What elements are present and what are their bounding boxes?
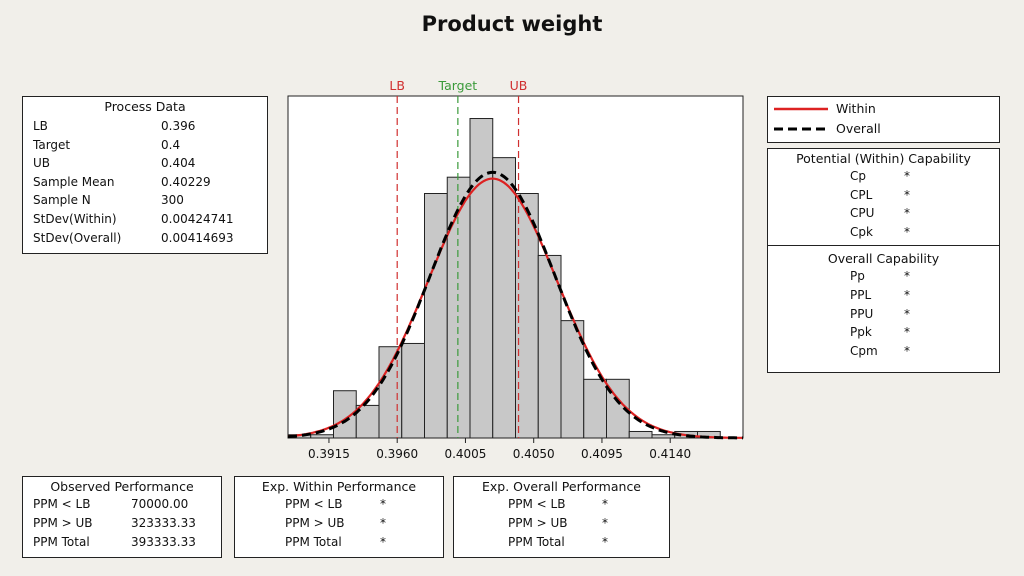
overall-capability-row-label: Pp — [850, 269, 865, 283]
overall-capability-row-label: Cpm — [850, 344, 878, 359]
overall-capability-row-label: PPU — [850, 306, 874, 321]
capability-box: Potential (Within) Capability Cp * CPL * CPU… — [767, 148, 1000, 373]
process-data-row-value: 0.00414693 — [161, 230, 234, 245]
exp-overall-performance-row-value: * — [602, 535, 608, 549]
chart-title: Product weight — [421, 12, 603, 36]
observed-performance-row-value: 323333.33 — [131, 516, 196, 530]
observed-performance-row-value: 70000.00 — [131, 497, 189, 511]
histogram-bar — [606, 378, 630, 439]
within-capability-row-value: * — [904, 206, 910, 220]
within-capability-header: Potential (Within) Capability — [796, 151, 971, 166]
process-data-row-label: Sample N — [33, 193, 91, 208]
within-capability-row-label: Cpk — [850, 224, 873, 239]
overall-capability-row-value: * — [904, 344, 910, 359]
histogram-bar — [697, 430, 721, 439]
ref-label-lb: LB — [389, 78, 405, 93]
exp-within-performance-header: Exp. Within Performance — [261, 479, 417, 494]
exp-overall-performance-row-label: PPM Total — [508, 535, 565, 549]
within-capability-row-value: * — [904, 224, 910, 239]
x-tick-label: 0.4050 — [513, 447, 555, 461]
histogram-bar — [355, 404, 380, 439]
within-capability-row-value: * — [904, 169, 910, 183]
process-data-header: Process Data — [104, 99, 186, 114]
histogram-bar — [446, 176, 471, 439]
process-data-row-value: 0.00424741 — [161, 212, 234, 226]
exp-within-performance-row-value: * — [380, 497, 386, 511]
legend-overall-label: Overall — [836, 121, 881, 136]
observed-performance-row-label: PPM < LB — [33, 497, 91, 511]
process-data-row-label: StDev(Within) — [33, 212, 117, 226]
legend-swatches — [774, 107, 828, 131]
exp-within-performance-row-label: PPM > UB — [285, 516, 345, 530]
histogram-bar — [401, 342, 425, 439]
histogram-bar — [674, 430, 698, 439]
plot-area — [287, 95, 744, 439]
curve-within — [287, 177, 744, 439]
overall-capability-row-value: * — [904, 325, 910, 340]
process-data-row-value: 0.40229 — [161, 174, 211, 189]
observed-performance-header: Observed Performance — [50, 479, 194, 494]
exp-within-performance-row-label: PPM < LB — [285, 497, 343, 511]
within-capability-row-label: CPL — [850, 187, 873, 202]
exp-overall-performance-row-label: PPM > UB — [508, 516, 568, 530]
histogram-bar — [333, 390, 357, 439]
exp-within-performance-row-value: * — [380, 535, 386, 549]
exp-within-performance-row-value: * — [380, 516, 386, 530]
x-tick-label: 0.3960 — [376, 447, 418, 461]
within-capability-row-label: CPU — [850, 206, 875, 220]
observed-performance-row-label: PPM Total — [33, 535, 90, 549]
exp-overall-performance-header: Exp. Overall Performance — [481, 479, 642, 494]
overall-capability-row-value: * — [904, 269, 910, 283]
process-data-row-label: StDev(Overall) — [33, 230, 122, 245]
legend-within-label: Within — [836, 101, 876, 116]
ref-label-ub: UB — [510, 78, 528, 93]
x-tick-label: 0.4140 — [649, 447, 691, 461]
exp-overall-performance-row-value: * — [602, 497, 608, 511]
x-tick-label: 0.3915 — [308, 447, 350, 461]
capability-divider — [768, 245, 999, 246]
histogram-bar — [287, 434, 312, 439]
observed-performance-row-value: 393333.33 — [131, 535, 196, 549]
process-data-row-label: LB — [33, 119, 48, 133]
histogram-bar — [628, 430, 653, 439]
process-data-row-label: Target — [33, 137, 71, 152]
overall-capability-row-label: Ppk — [850, 325, 872, 340]
x-tick-label: 0.4005 — [444, 447, 486, 461]
exp-within-performance-row-label: PPM Total — [285, 535, 342, 549]
histogram-bar — [378, 346, 403, 439]
process-data-row-value: 0.404 — [161, 156, 196, 171]
exp-overall-performance-row-label: PPM < LB — [508, 497, 566, 511]
overall-capability-row-value: * — [904, 287, 910, 302]
overall-capability-row-value: * — [904, 306, 910, 321]
histogram-bar — [469, 118, 494, 439]
process-data-row-value: 0.4 — [161, 137, 181, 152]
curve-overall — [287, 170, 743, 440]
histogram-bar — [651, 434, 676, 439]
exp-overall-performance-box: Exp. Overall Performance PPM < LB * PPM > … — [453, 476, 670, 558]
process-data-row-label: Sample Mean — [33, 174, 115, 189]
process-data-row-value: 0.396 — [161, 119, 196, 133]
histogram-bar — [537, 254, 562, 439]
histogram-bar — [310, 434, 334, 439]
exp-within-performance-box: Exp. Within Performance PPM < LB * PPM > U… — [234, 476, 444, 558]
histogram-bar — [515, 193, 539, 439]
overall-capability-header: Overall Capability — [827, 251, 940, 266]
legend-box: Within Overall — [767, 96, 1000, 143]
overall-capability-row-label: PPL — [850, 287, 872, 302]
process-data-row-value: 300 — [161, 193, 184, 208]
within-capability-row-value: * — [904, 187, 910, 202]
process-data-row-label: UB — [33, 156, 51, 171]
histogram-bar — [424, 193, 448, 439]
observed-performance-row-label: PPM > UB — [33, 516, 93, 530]
exp-overall-performance-row-value: * — [602, 516, 608, 530]
process-data-box: Process Data LB 0.396 Target 0.4 UB 0.404 Samp… — [22, 96, 268, 254]
histogram-bar — [583, 378, 607, 439]
histogram-bar — [560, 320, 585, 439]
ref-label-target: Target — [438, 78, 478, 93]
observed-performance-box: Observed Performance PPM < LB 70000.00 PPM… — [22, 476, 222, 558]
within-capability-row-label: Cp — [850, 169, 866, 183]
x-tick-label: 0.4095 — [581, 447, 623, 461]
histogram-bar — [492, 157, 516, 439]
